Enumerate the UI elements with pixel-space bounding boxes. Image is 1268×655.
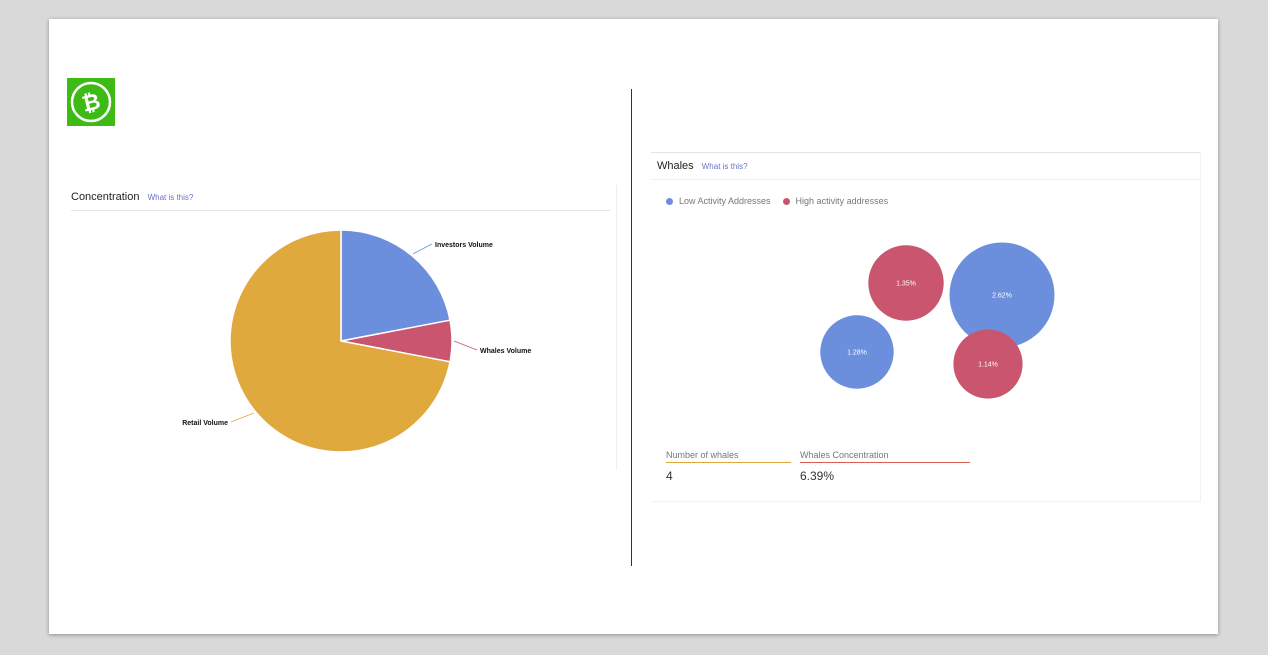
bubble-value-label: 1.28% bbox=[847, 350, 867, 357]
legend-dot-icon bbox=[666, 197, 673, 205]
bubble-value-label: 2.62% bbox=[992, 293, 1012, 300]
whales-concentration-label: Whales Concentration bbox=[800, 450, 970, 463]
pie-label-investors-volume: Investors Volume bbox=[435, 242, 493, 249]
pie-leader-line bbox=[453, 340, 478, 351]
whales-concentration-stat: Whales Concentration 6.39% bbox=[800, 450, 970, 483]
whales-legend: Low Activity Addresses High activity add… bbox=[666, 196, 900, 206]
bubble-low-activity-addresses[interactable] bbox=[820, 315, 894, 389]
whales-header-rule bbox=[651, 179, 1200, 180]
bubble-value-label: 1.35% bbox=[896, 281, 916, 288]
pie-leader-line bbox=[230, 412, 255, 423]
concentration-panel-edge bbox=[616, 185, 617, 470]
pie-label-whales-volume: Whales Volume bbox=[480, 348, 531, 355]
bubble-value-label: 1.14% bbox=[978, 362, 998, 369]
number-of-whales-label: Number of whales bbox=[666, 450, 791, 463]
logo-glyph: ₿ bbox=[80, 89, 103, 118]
pie-leader-line bbox=[412, 243, 433, 255]
concentration-header: Concentration What is this? bbox=[71, 191, 193, 203]
concentration-header-rule bbox=[71, 210, 610, 211]
legend-item-low-activity[interactable]: Low Activity Addresses bbox=[666, 196, 771, 206]
whales-header: Whales What is this? bbox=[657, 160, 748, 172]
whales-concentration-value: 6.39% bbox=[800, 469, 835, 483]
whales-title: Whales bbox=[657, 160, 694, 172]
legend-label-high-activity: High activity addresses bbox=[795, 196, 889, 206]
whales-what-is-this-link[interactable]: What is this? bbox=[701, 162, 748, 171]
bubble-low-activity-addresses[interactable] bbox=[949, 242, 1055, 348]
whales-panel-edge bbox=[1200, 152, 1201, 502]
whales-panel-top-rule bbox=[651, 152, 1200, 153]
concentration-pie-chart: Investors Volume Whales Volume Retail Volu… bbox=[182, 229, 531, 453]
bubble-high-activity-addresses[interactable] bbox=[953, 329, 1023, 399]
legend-item-high-activity[interactable]: High activity addresses bbox=[782, 196, 889, 206]
bitcoin-cash-icon: ₿ bbox=[67, 78, 115, 126]
number-of-whales-stat: Number of whales 4 bbox=[666, 450, 791, 483]
concentration-title: Concentration bbox=[71, 191, 140, 203]
bubble-high-activity-addresses[interactable] bbox=[868, 245, 944, 321]
number-of-whales-value: 4 bbox=[666, 469, 673, 483]
pie-label-retail-volume: Retail Volume bbox=[182, 420, 228, 427]
column-divider bbox=[631, 89, 632, 566]
concentration-what-is-this-link[interactable]: What is this? bbox=[147, 193, 194, 202]
whales-panel-bottom-rule bbox=[651, 501, 1200, 502]
pie-slice-retail-volume[interactable] bbox=[229, 229, 451, 453]
legend-label-low-activity: Low Activity Addresses bbox=[679, 196, 771, 206]
whales-bubble-chart: 1.35% 2.62% 1.28% 1.14% bbox=[820, 242, 1055, 399]
report-page: ₿ Concentration What is this? Investors … bbox=[49, 19, 1218, 634]
pie-slice-investors-volume[interactable] bbox=[340, 229, 451, 342]
legend-dot-icon bbox=[782, 197, 790, 205]
